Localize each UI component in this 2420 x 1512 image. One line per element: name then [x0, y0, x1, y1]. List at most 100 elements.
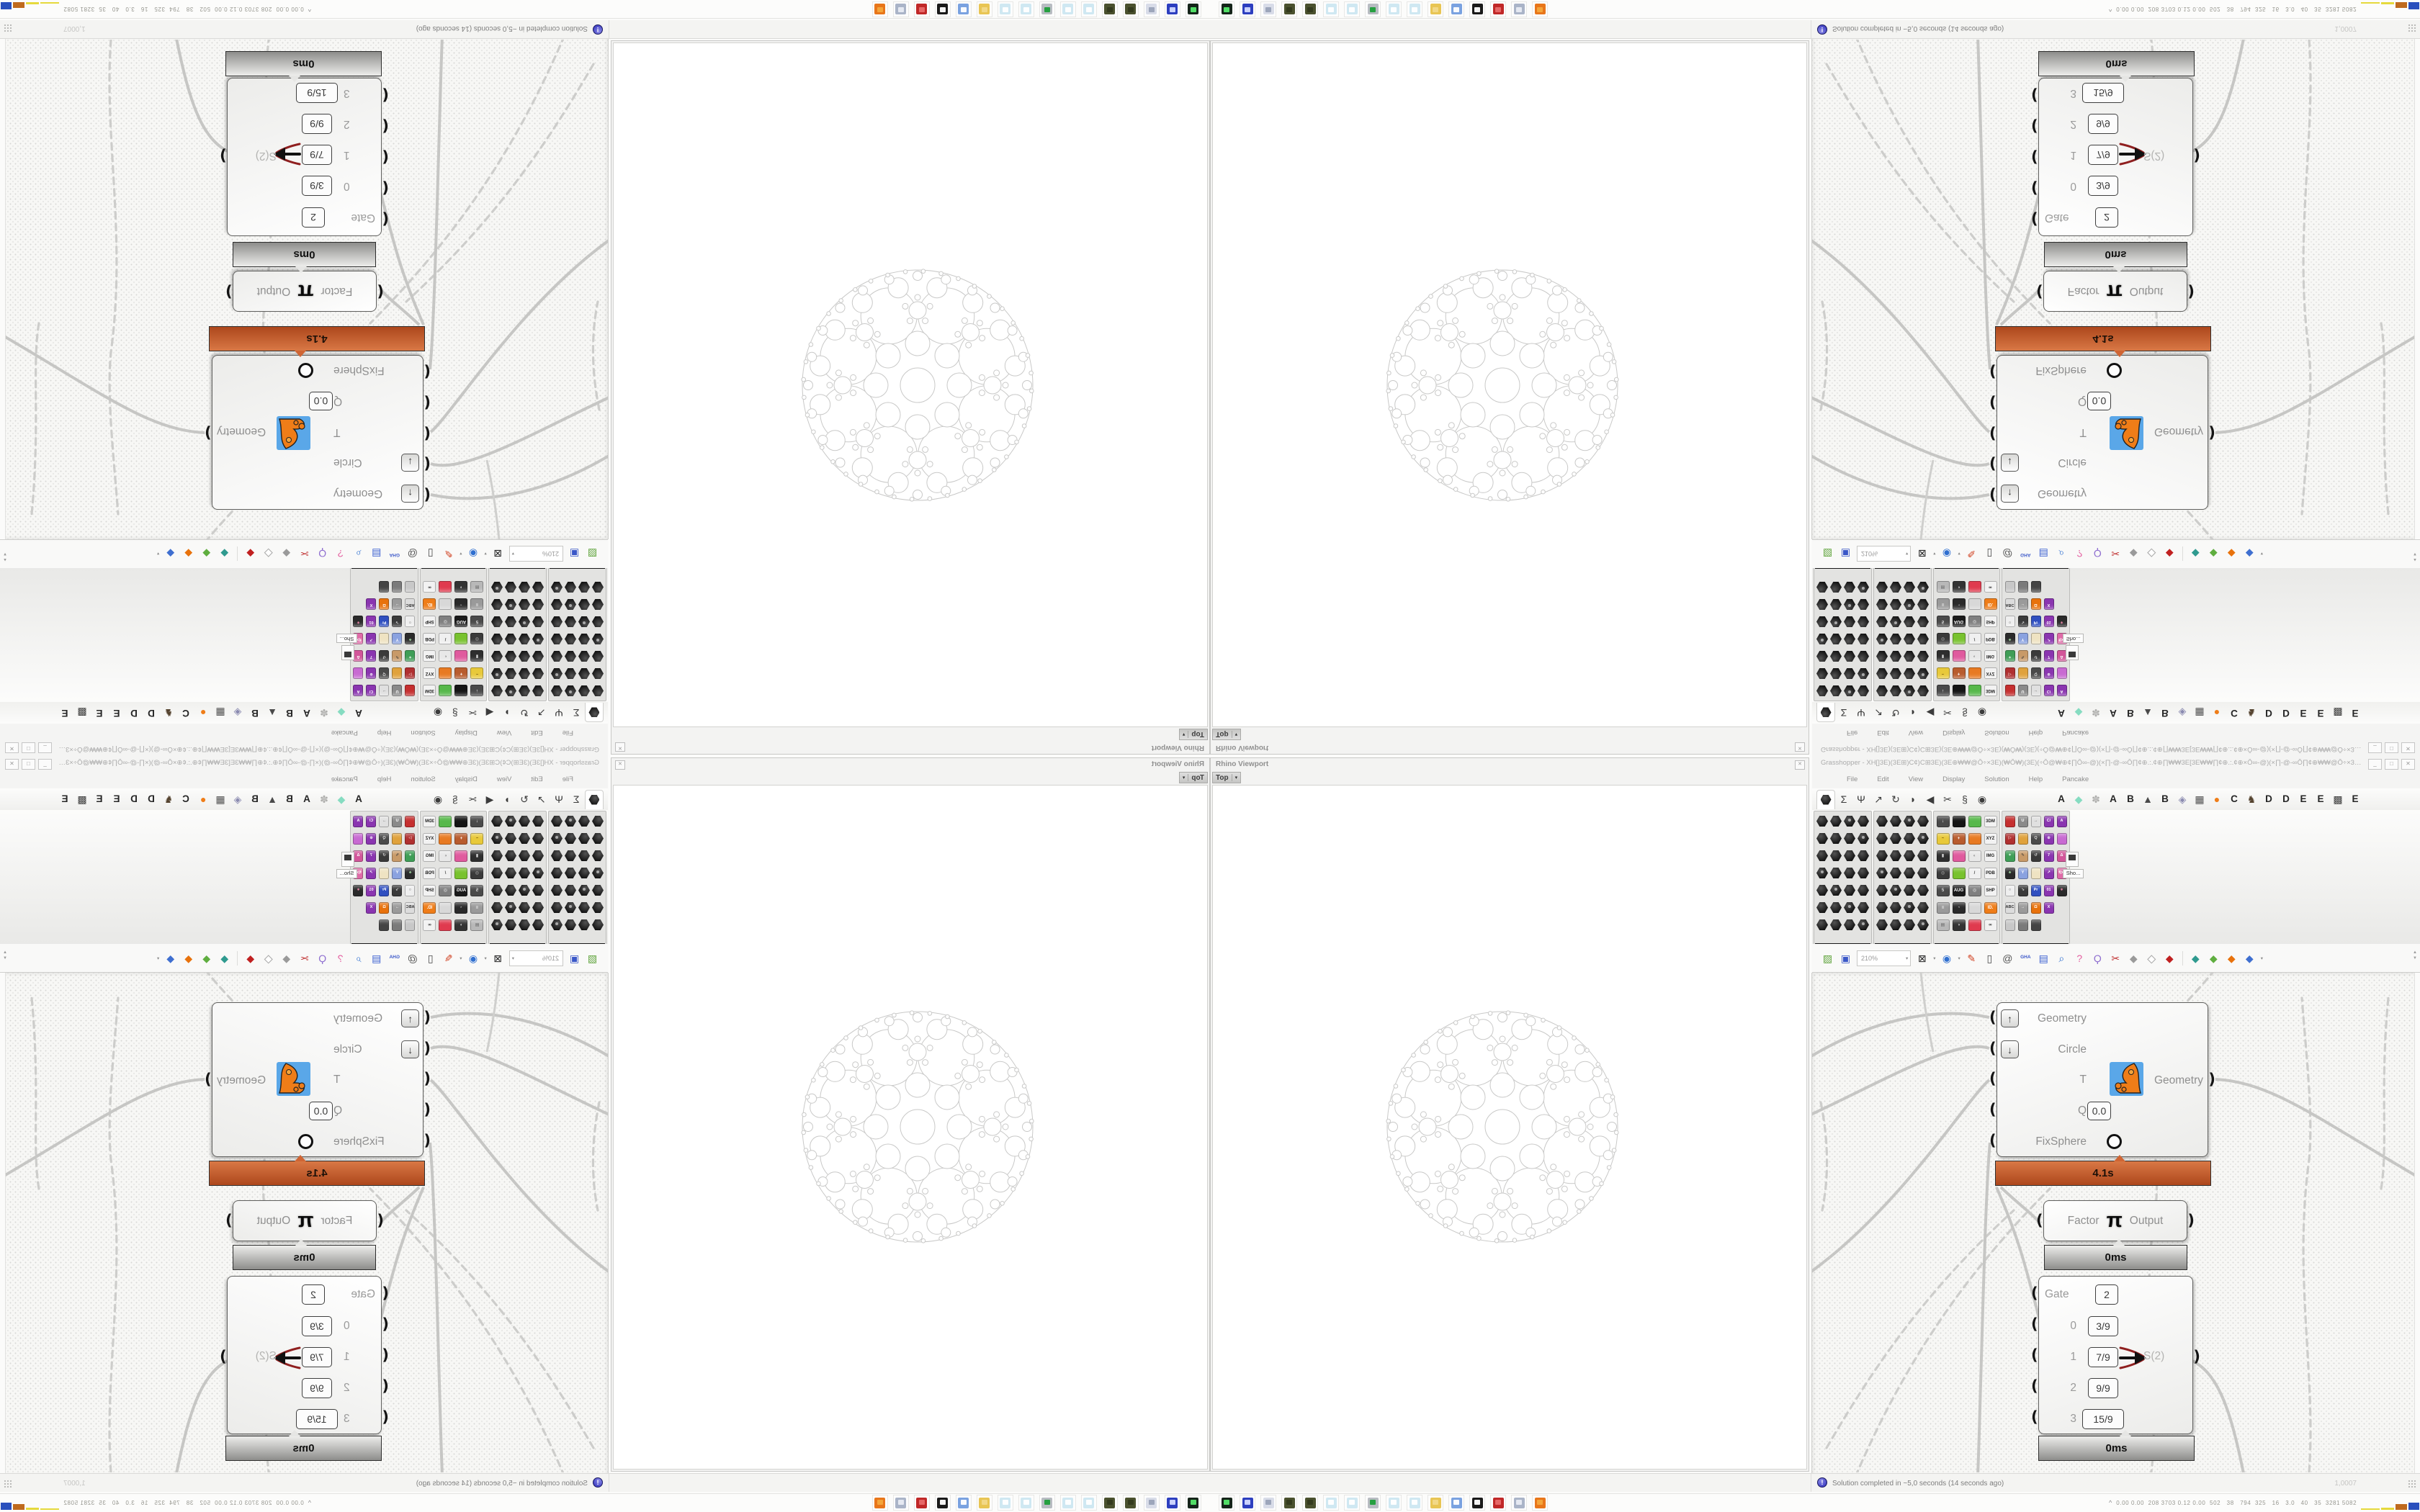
- menu-edit[interactable]: Edit: [1877, 729, 1889, 737]
- canvas-right-gutter[interactable]: [2414, 973, 2420, 1473]
- save-floppy-icon[interactable]: ▣: [1840, 952, 1851, 964]
- component-icon[interactable]: Q: [379, 832, 390, 845]
- component-icon[interactable]: [1830, 651, 1842, 662]
- gem-green-icon[interactable]: ◆: [2209, 952, 2218, 964]
- stream-value-box-0[interactable]: 3/9: [302, 1316, 332, 1336]
- scroll-down-icon[interactable]: ▼: [3, 956, 7, 961]
- component-icon[interactable]: [532, 582, 544, 593]
- at-document-icon[interactable]: @: [2002, 952, 2013, 964]
- component-icon[interactable]: [551, 868, 563, 878]
- zoom-level-field[interactable]: [1861, 954, 1903, 962]
- component-icon[interactable]: [1876, 885, 1888, 896]
- component-icon[interactable]: [1917, 885, 1929, 896]
- component-icon[interactable]: [1968, 581, 1981, 593]
- toolbar-scroll-arrows[interactable]: ▲ ▼: [2413, 550, 2417, 562]
- resize-grip[interactable]: [2408, 24, 2416, 32]
- component-icon[interactable]: [519, 651, 530, 662]
- tab-maths-sigma-icon[interactable]: Σ: [573, 707, 580, 719]
- notepad-icon-2[interactable]: [1344, 1, 1360, 17]
- component-icon[interactable]: [1890, 816, 1901, 827]
- component-icon[interactable]: [505, 651, 516, 662]
- component-icon[interactable]: [2004, 815, 2015, 827]
- help-box-icon[interactable]: ?: [2076, 952, 2083, 964]
- component-icon[interactable]: [1844, 582, 1855, 593]
- component-icon[interactable]: [565, 582, 576, 593]
- component-icon[interactable]: ⊕: [2043, 832, 2054, 845]
- down-arrow-button[interactable]: ↓: [401, 454, 419, 472]
- component-icon[interactable]: ✎: [2017, 650, 2028, 662]
- input-grip-fixsphere[interactable]: (: [424, 363, 431, 380]
- component-icon[interactable]: 5: [1936, 884, 1950, 896]
- tab-plugin-b[interactable]: B: [251, 793, 259, 804]
- viewport-tab-top[interactable]: Top ▾: [1178, 772, 1208, 783]
- tab-plugin-e[interactable]: E: [113, 793, 120, 804]
- component-icon[interactable]: A: [2056, 815, 2067, 827]
- zoom-extents-icon[interactable]: ⊠: [493, 952, 503, 964]
- gem-green-icon[interactable]: ◆: [202, 952, 211, 964]
- component-icon[interactable]: [551, 616, 563, 627]
- component-icon[interactable]: [491, 902, 503, 913]
- tab-plugin-flower-icon[interactable]: ✽: [320, 707, 328, 719]
- component-icon[interactable]: [519, 685, 530, 696]
- zoom-extents-icon[interactable]: ⊠: [1917, 952, 1927, 964]
- component-icon[interactable]: [1904, 599, 1915, 610]
- preview-eye-icon[interactable]: ◉: [1942, 952, 1952, 964]
- value-box-q[interactable]: 0.0: [309, 1102, 333, 1120]
- component-icon[interactable]: ↗: [2043, 867, 2054, 879]
- monitor-caret-icon[interactable]: ^: [308, 1499, 311, 1506]
- gate-input-grip[interactable]: (: [382, 1284, 389, 1302]
- component-icon[interactable]: [551, 816, 563, 827]
- tab-transform-icon[interactable]: §: [452, 793, 458, 805]
- menu-help[interactable]: Help: [2028, 729, 2043, 737]
- output-grip[interactable]: ): [2208, 1071, 2215, 1088]
- component-icon[interactable]: [439, 832, 452, 845]
- gem-gray-icon[interactable]: ◆: [2129, 548, 2138, 560]
- component-icon[interactable]: [454, 685, 468, 697]
- output-grip[interactable]: ): [2187, 283, 2195, 300]
- chevron-down-icon[interactable]: ▾: [1906, 551, 1909, 557]
- notepad-icon[interactable]: [1323, 1, 1339, 17]
- gem-white-icon[interactable]: ◆: [2147, 548, 2156, 560]
- fixsphere-toggle[interactable]: [298, 1134, 313, 1149]
- component-icon[interactable]: ↓: [470, 685, 484, 697]
- menu-display[interactable]: Display: [1942, 775, 1966, 783]
- calculator-icon[interactable]: [893, 1495, 909, 1511]
- component-icon[interactable]: [532, 599, 544, 610]
- component-icon[interactable]: ↓: [1936, 815, 1950, 827]
- gem-orange-icon[interactable]: ◆: [184, 548, 193, 560]
- component-icon[interactable]: [592, 919, 604, 930]
- component-icon[interactable]: [2030, 919, 2041, 931]
- value-box-q[interactable]: 0.0: [2087, 392, 2111, 410]
- component-icon[interactable]: ▮: [1936, 850, 1950, 862]
- tab-plugin-mountain-icon[interactable]: ▲: [2143, 707, 2153, 719]
- gem-gray-icon[interactable]: ◆: [2129, 952, 2138, 964]
- component-icon[interactable]: [491, 668, 503, 679]
- component-icon[interactable]: [1844, 668, 1855, 679]
- notepad-icon[interactable]: [1081, 1495, 1097, 1511]
- component-icon[interactable]: [1816, 668, 1828, 679]
- component-icon[interactable]: [1830, 616, 1842, 627]
- calculator-icon[interactable]: [893, 1, 909, 17]
- gem-orange-icon[interactable]: ◆: [184, 952, 193, 964]
- component-icon[interactable]: [1816, 582, 1828, 593]
- component-icon[interactable]: [578, 582, 590, 593]
- component-icon[interactable]: [578, 902, 590, 913]
- zoom-level-field[interactable]: [517, 550, 559, 558]
- close-icon[interactable]: ✕: [1795, 760, 1805, 770]
- monitor-caret-icon[interactable]: ^: [308, 6, 311, 13]
- component-icon[interactable]: ∞: [1984, 581, 1997, 593]
- component-icon[interactable]: →: [379, 815, 390, 827]
- component-icon[interactable]: [1917, 599, 1929, 610]
- component-icon[interactable]: [578, 599, 590, 610]
- tab-params[interactable]: [585, 789, 604, 809]
- component-icon[interactable]: [551, 833, 563, 844]
- finder-magnifier-icon[interactable]: ⌕: [355, 952, 362, 964]
- component-icon[interactable]: ↺: [2030, 850, 2041, 862]
- maximize-button[interactable]: □: [2385, 742, 2398, 753]
- tab-surface-icon[interactable]: ◗: [503, 793, 511, 805]
- firefox-icon[interactable]: [872, 1, 888, 17]
- maximize-button[interactable]: □: [2385, 759, 2398, 770]
- pi-factor-node[interactable]: ( Factor π Output ): [2036, 1200, 2195, 1241]
- component-icon[interactable]: SHP: [1984, 616, 1997, 628]
- chevron-down-icon[interactable]: ▾: [2260, 551, 2264, 557]
